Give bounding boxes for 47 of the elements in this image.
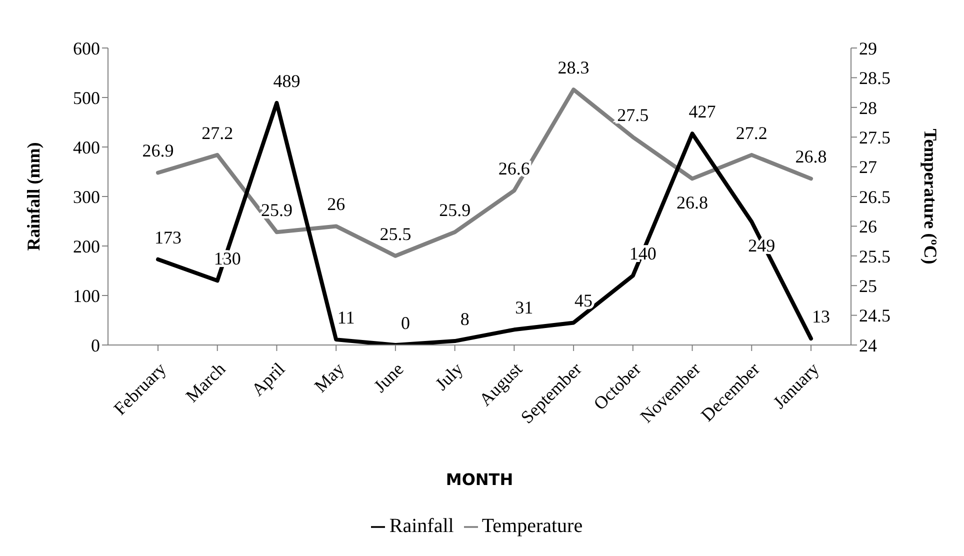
- data-label: 31: [515, 298, 534, 318]
- data-label: 11: [337, 308, 355, 328]
- y-tick-label: 600: [73, 38, 100, 58]
- data-label: 489: [273, 70, 300, 91]
- y2-tick-label: 26: [859, 216, 877, 237]
- data-label: 26.8: [795, 146, 827, 167]
- data-label: 25.9: [439, 200, 471, 220]
- y2-tick-label: 24: [859, 335, 877, 356]
- data-label: 27.2: [202, 122, 234, 143]
- data-label: 25.9: [260, 200, 292, 220]
- y2-tick-label: 28: [859, 98, 877, 118]
- y-tick-label: 300: [73, 186, 100, 207]
- y-tick-label: 200: [73, 236, 100, 256]
- data-label: 8: [460, 309, 470, 330]
- legend-label: Temperature: [482, 515, 583, 537]
- data-label: 0: [400, 313, 410, 333]
- legend-label: Rainfall: [389, 515, 454, 537]
- y-tick-label: 0: [91, 335, 100, 356]
- y2-tick-label: 27: [859, 157, 877, 178]
- data-label: 27.2: [736, 122, 768, 143]
- y2-tick-label: 26.5: [859, 186, 890, 207]
- x-axis-title: MONTH: [446, 470, 514, 489]
- data-label: 13: [812, 306, 830, 327]
- y2-tick-label: 29: [859, 38, 877, 58]
- y2-tick-label: 27.5: [859, 127, 890, 148]
- y2-tick-label: 25.5: [859, 246, 890, 266]
- x-tick-label: May: [310, 358, 348, 396]
- y2-axis-title: Temperature (ºC): [920, 128, 941, 264]
- x-tick-label: July: [431, 358, 467, 394]
- y-tick-label: 400: [73, 137, 100, 158]
- data-label: 26.6: [498, 158, 530, 179]
- y-axis-title: Rainfall (mm): [23, 142, 44, 251]
- y-tick-label: 500: [73, 88, 100, 108]
- x-tick-label: June: [370, 358, 408, 396]
- data-label: 45: [574, 290, 593, 311]
- data-label: 427: [688, 102, 716, 122]
- data-label: 27.5: [617, 105, 649, 126]
- y-tick-label: 100: [73, 286, 100, 306]
- data-label: 28.3: [558, 58, 590, 78]
- data-label: 25.5: [380, 224, 412, 244]
- data-label: 173: [154, 227, 182, 248]
- data-label: 26.8: [676, 192, 708, 213]
- y2-tick-label: 24.5: [859, 306, 890, 326]
- y2-tick-label: 25: [859, 276, 877, 296]
- data-label: 26: [327, 194, 346, 214]
- data-label: 26.9: [142, 140, 174, 161]
- y2-tick-label: 28.5: [859, 68, 890, 88]
